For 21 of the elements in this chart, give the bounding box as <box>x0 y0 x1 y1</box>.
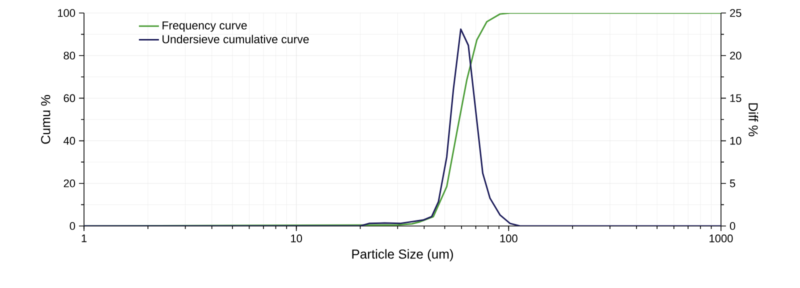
x-tick-label: 10 <box>291 234 302 242</box>
y2-tick-label: 5 <box>730 180 736 188</box>
y2-tick-label: 20 <box>730 52 742 60</box>
y2-tick-label: 25 <box>730 9 742 17</box>
y-axis-title: Cumu % <box>41 95 50 144</box>
legend-label: Frequency curve <box>162 21 247 32</box>
y-tick-label: 80 <box>64 52 76 60</box>
y-tick-label: 20 <box>64 180 76 188</box>
y-tick-label: 60 <box>64 94 76 102</box>
y2-tick-label: 10 <box>730 136 742 145</box>
x-axis-title: Particle Size (um) <box>352 249 453 262</box>
y2-axis-title: Diff % <box>748 103 758 136</box>
y2-tick-label: 0 <box>730 222 736 230</box>
y-tick-label: 0 <box>70 222 76 230</box>
x-tick-label: 1000 <box>710 234 733 242</box>
x-tick-label: 100 <box>500 234 518 242</box>
y2-tick-label: 15 <box>730 94 742 102</box>
x-tick-label: 1 <box>82 234 87 242</box>
y-tick-label: 40 <box>64 136 76 145</box>
legend-label: Undersieve cumulative curve <box>162 34 309 44</box>
y-tick-label: 100 <box>58 9 76 17</box>
